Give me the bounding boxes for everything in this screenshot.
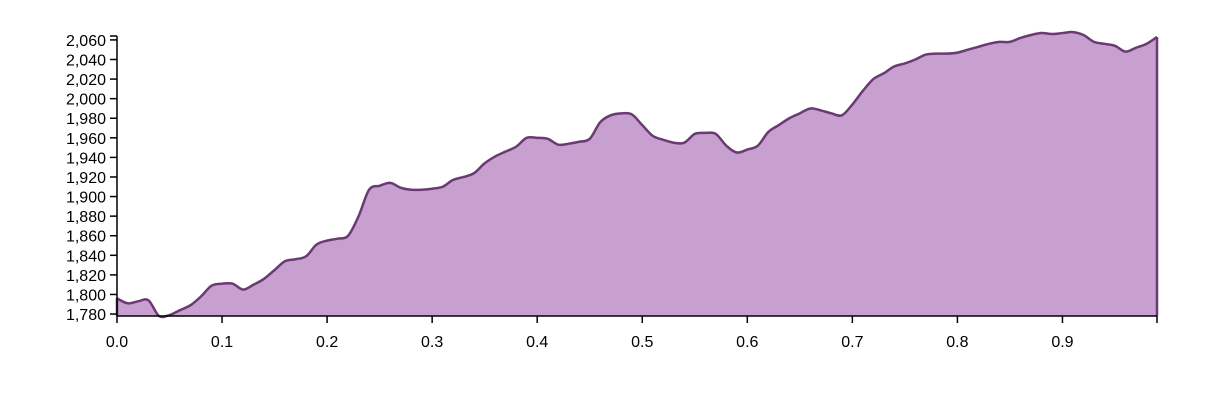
plot-area	[115, 30, 1159, 319]
y-tick-label: 1,960	[66, 131, 106, 148]
y-axis: 1,780 1,800 1,820 1,840 1,860 1,880 1,900 1,920…	[66, 33, 118, 324]
x-tick-label: 0.1	[211, 334, 233, 351]
x-tick-label: 0.3	[421, 334, 443, 351]
y-tick-label: 1,940	[66, 150, 106, 167]
x-tick-label: 0.7	[841, 334, 863, 351]
x-axis: 0.0 0.1 0.2 0.3 0.4 0.5 0.6 0.7 0.8 0.9	[106, 315, 1158, 351]
x-tick-label: 0.9	[1051, 334, 1073, 351]
area-fill	[117, 32, 1157, 318]
y-tick-label: 2,040	[66, 52, 106, 69]
y-tick-label: 1,860	[66, 229, 106, 246]
y-tick-label: 1,980	[66, 111, 106, 128]
y-tick-label: 2,060	[66, 33, 106, 50]
x-tick-label: 0.6	[736, 334, 758, 351]
y-tick-label: 1,880	[66, 209, 106, 226]
x-tick-label: 0.5	[631, 334, 653, 351]
series-line	[116, 30, 1158, 319]
y-tick-label: 1,820	[66, 268, 106, 285]
y-tick-label: 1,780	[66, 307, 106, 324]
y-tick-label: 1,900	[66, 190, 106, 207]
x-tick-label: 0.2	[316, 334, 338, 351]
y-tick-label: 2,020	[66, 72, 106, 89]
y-tick-label: 1,800	[66, 287, 106, 304]
y-tick-label: 1,920	[66, 170, 106, 187]
y-tick-label: 1,840	[66, 248, 106, 265]
x-tick-label: 0.8	[946, 334, 968, 351]
x-tick-label: 0.4	[526, 334, 548, 351]
x-tick-label: 0.0	[106, 334, 128, 351]
y-tick-label: 2,000	[66, 92, 106, 109]
